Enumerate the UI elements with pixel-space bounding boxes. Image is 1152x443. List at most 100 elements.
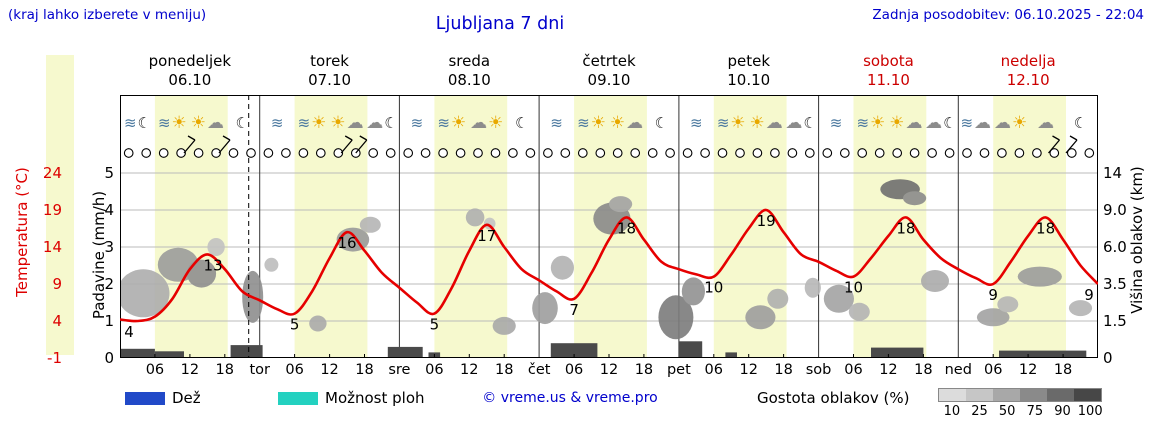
cloud-height-tick: 9.0 xyxy=(1103,201,1127,219)
day-name: ponedeljek xyxy=(148,52,232,70)
x-axis-hour-label: 06 xyxy=(145,362,165,378)
svg-text:10: 10 xyxy=(704,279,723,297)
x-axis-day-label: tor xyxy=(249,362,270,378)
cloud-height-tick: 14 xyxy=(1103,164,1123,182)
svg-text:18: 18 xyxy=(617,219,636,237)
last-update-text: Zadnja posodobitev: 06.10.2025 - 22:04 xyxy=(872,7,1144,23)
day-header-sreda: sreda 08.10 xyxy=(399,52,539,90)
x-axis-hour-label: 12 xyxy=(739,362,758,378)
page-title: Ljubljana 7 dni xyxy=(435,14,565,34)
density-swatch xyxy=(1020,389,1047,401)
density-swatch xyxy=(1074,389,1101,401)
temperature-tick: -1 xyxy=(47,349,62,367)
x-axis-hour-label: 18 xyxy=(1053,362,1073,378)
wind-barbs xyxy=(183,135,1078,154)
x-axis-hour-label: 12 xyxy=(879,362,898,378)
density-swatch xyxy=(1047,389,1074,401)
svg-text:5: 5 xyxy=(290,316,300,334)
density-swatch xyxy=(993,389,1020,401)
x-axis-day-label: ned xyxy=(944,362,972,378)
x-axis-hour-label: 06 xyxy=(425,362,444,378)
cloud-height-tick: 1.5 xyxy=(1103,312,1127,330)
x-axis-hour-label: 18 xyxy=(914,362,933,378)
x-axis-hour-label: 06 xyxy=(564,362,584,378)
x-axis-hour-label: 12 xyxy=(1018,362,1038,378)
x-axis-day-label: čet xyxy=(527,362,551,378)
cloud-density-scale-ticks: 10 25 50 75 90 100 xyxy=(938,404,1104,419)
x-axis-hour-label: 06 xyxy=(983,362,1003,378)
copyright-link[interactable]: © vreme.us & vreme.pro xyxy=(482,390,658,406)
svg-text:4: 4 xyxy=(124,323,134,341)
density-tick-label: 100 xyxy=(1077,404,1103,419)
svg-text:7: 7 xyxy=(569,301,579,319)
density-tick-label: 10 xyxy=(943,404,961,419)
cloud-cover-circles xyxy=(123,148,1095,158)
precipitation-tick: 5 xyxy=(104,164,114,182)
temperature-tick: 24 xyxy=(42,164,62,182)
x-axis-day-label: pet xyxy=(666,362,691,378)
cloud-layers xyxy=(120,179,1093,340)
x-axis-hour-label: 18 xyxy=(634,362,654,378)
x-axis-hour-label: 12 xyxy=(460,362,479,378)
cloud-density-legend-label: Gostota oblakov (%) xyxy=(757,389,910,407)
density-tick-label: 50 xyxy=(998,404,1016,419)
x-axis-labels: 06 12 18 tor 06 12 18 sre 06 12 18 čet 06 12 18 pet 06 12… xyxy=(0,362,1152,382)
day-name: petek xyxy=(727,52,770,70)
precipitation-tick: 1 xyxy=(104,312,114,330)
day-headers: ponedeljek 06.10 torek 07.10 sreda 08.10 četrt… xyxy=(120,52,1098,90)
precipitation-tick: 3 xyxy=(104,238,114,256)
precipitation-tick: 4 xyxy=(104,201,114,219)
temperature-tick: 19 xyxy=(42,201,62,219)
rain-legend-label: Dež xyxy=(172,389,201,407)
day-date: 12.10 xyxy=(1006,71,1050,89)
x-axis-day-label: sob xyxy=(805,362,832,378)
showers-legend-label: Možnost ploh xyxy=(325,389,425,407)
day-header-sobota: sobota 11.10 xyxy=(819,52,959,90)
density-tick-label: 90 xyxy=(1054,404,1071,419)
x-axis-hour-label: 06 xyxy=(844,362,863,378)
day-date: 07.10 xyxy=(308,71,352,89)
svg-text:18: 18 xyxy=(896,219,915,237)
day-date: 08.10 xyxy=(447,71,491,89)
svg-text:9: 9 xyxy=(988,286,998,304)
precipitation-tick: 2 xyxy=(104,275,114,293)
day-name: sobota xyxy=(863,52,914,70)
day-header-nedelja: nedelja 12.10 xyxy=(958,52,1098,90)
density-tick-label: 75 xyxy=(1026,404,1044,419)
day-date: 10.10 xyxy=(727,71,771,89)
svg-text:9: 9 xyxy=(1084,286,1094,304)
x-axis-hour-label: 12 xyxy=(180,362,200,378)
day-bands xyxy=(154,95,1066,358)
x-axis-hour-label: 18 xyxy=(494,362,514,378)
x-axis-hour-label: 18 xyxy=(355,362,374,378)
precipitation-tick: 0 xyxy=(104,349,114,367)
day-name: sreda xyxy=(448,52,491,70)
svg-text:5: 5 xyxy=(430,316,440,334)
cloud-height-tick: 3.5 xyxy=(1103,275,1127,293)
temperature-tick: 4 xyxy=(52,312,62,330)
svg-text:19: 19 xyxy=(757,212,776,230)
meteogram-chart: 4 13 5 16 5 17 7 18 10 19 10 18 9 18 9 xyxy=(120,95,1098,358)
rain-legend-swatch xyxy=(125,392,165,405)
day-name: torek xyxy=(310,52,349,70)
showers-legend-swatch xyxy=(278,392,318,405)
day-date: 09.10 xyxy=(587,71,631,89)
x-axis-hour-label: 18 xyxy=(774,362,793,378)
density-swatch xyxy=(966,389,993,401)
x-axis-hour-label: 06 xyxy=(704,362,724,378)
cloud-height-axis-label: Višina oblakov (km) xyxy=(1128,166,1146,314)
location-menu-hint: (kraj lahko izberete v meniju) xyxy=(8,7,207,23)
temperature-tick: 14 xyxy=(42,238,62,256)
day-header-torek: torek 07.10 xyxy=(260,52,400,90)
temperature-curve xyxy=(120,208,1098,323)
cloud-height-tick: 0 xyxy=(1103,349,1113,367)
x-axis-hour-label: 12 xyxy=(320,362,339,378)
hour-ticks xyxy=(154,354,1064,358)
svg-text:16: 16 xyxy=(337,234,356,252)
day-name: četrtek xyxy=(582,52,636,70)
cloud-height-tick: 6.0 xyxy=(1103,238,1127,256)
density-tick-label: 25 xyxy=(971,404,988,419)
x-axis-hour-label: 12 xyxy=(599,362,619,378)
day-date: 06.10 xyxy=(168,71,212,89)
daylight-strip xyxy=(46,55,74,355)
